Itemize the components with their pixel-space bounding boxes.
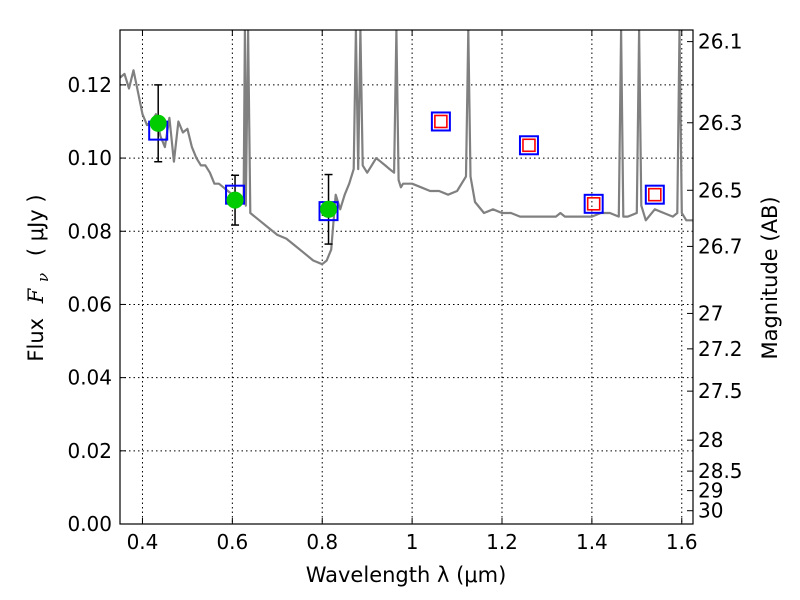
x-tick-label-1: 0.6 <box>216 530 248 554</box>
model-band-box-4 <box>518 135 539 156</box>
predicted-box-0 <box>434 114 448 129</box>
observed-point-2 <box>320 200 338 218</box>
model-spectrum-line <box>120 30 693 266</box>
y-axis-title: Flux F ν ( μJy ) <box>24 194 53 361</box>
svg-text:Flux F ν ( μ: Flux F ν ( μJy ) <box>24 194 53 361</box>
mag-tick-label-10: 30 <box>698 499 723 523</box>
y-axis-title-subscript: ν <box>34 273 52 282</box>
mag-tick-label-7: 28 <box>698 428 723 452</box>
y-axis-title-text: Flux <box>24 318 48 362</box>
mag-tick-label-4: 27 <box>698 301 723 325</box>
model-band-box-5 <box>583 193 604 214</box>
mag-tick-label-2: 26.5 <box>698 178 743 202</box>
y-axis-title-symbol: F <box>24 287 48 304</box>
plot-area <box>120 30 693 266</box>
x-tick-label-2: 0.8 <box>306 530 338 554</box>
x-axis-title: Wavelength λ (μm) <box>306 563 507 587</box>
x-tick-label-6: 1.6 <box>666 530 698 554</box>
predicted-box-3 <box>647 187 662 202</box>
axis-ticks: 0.4 0.6 0.8 1 1.2 1.4 1.6 0.00 0.02 0.04 0.06 0.08 0… <box>67 30 742 554</box>
y-axis-title-unit: ( μJy ) <box>24 194 48 256</box>
observed-point-0 <box>149 114 167 132</box>
mag-tick-label-8: 28.5 <box>698 459 743 483</box>
y-tick-label-4: 0.08 <box>67 219 112 243</box>
y-tick-label-3: 0.06 <box>67 292 112 316</box>
mag-tick-label-1: 26.3 <box>698 111 743 135</box>
mag-tick-label-6: 27.5 <box>698 379 743 403</box>
mag-tick-label-5: 27.2 <box>698 337 743 361</box>
observed-point-1 <box>226 191 244 209</box>
y-tick-label-6: 0.12 <box>67 73 112 97</box>
y-tick-label-2: 0.04 <box>67 366 112 390</box>
y-tick-label-5: 0.10 <box>67 146 112 170</box>
y-tick-label-1: 0.02 <box>67 439 112 463</box>
mag-tick-label-0: 26.1 <box>698 30 743 54</box>
x-tick-label-5: 1.4 <box>576 530 608 554</box>
plot-frame <box>119 29 694 525</box>
predicted-box-1 <box>522 138 536 153</box>
mag-tick-label-9: 29 <box>698 479 723 503</box>
y-tick-label-0: 0.00 <box>67 512 112 536</box>
y2-axis-title: Magnitude (AB) <box>758 196 782 359</box>
model-band-box-3 <box>430 111 451 132</box>
mag-tick-label-3: 26.7 <box>698 234 743 258</box>
x-tick-label-3: 1 <box>406 530 419 554</box>
x-tick-label-0: 0.4 <box>127 530 159 554</box>
predicted-box-2 <box>586 197 601 211</box>
x-tick-label-4: 1.2 <box>486 530 518 554</box>
model-band-box-6 <box>644 184 665 205</box>
